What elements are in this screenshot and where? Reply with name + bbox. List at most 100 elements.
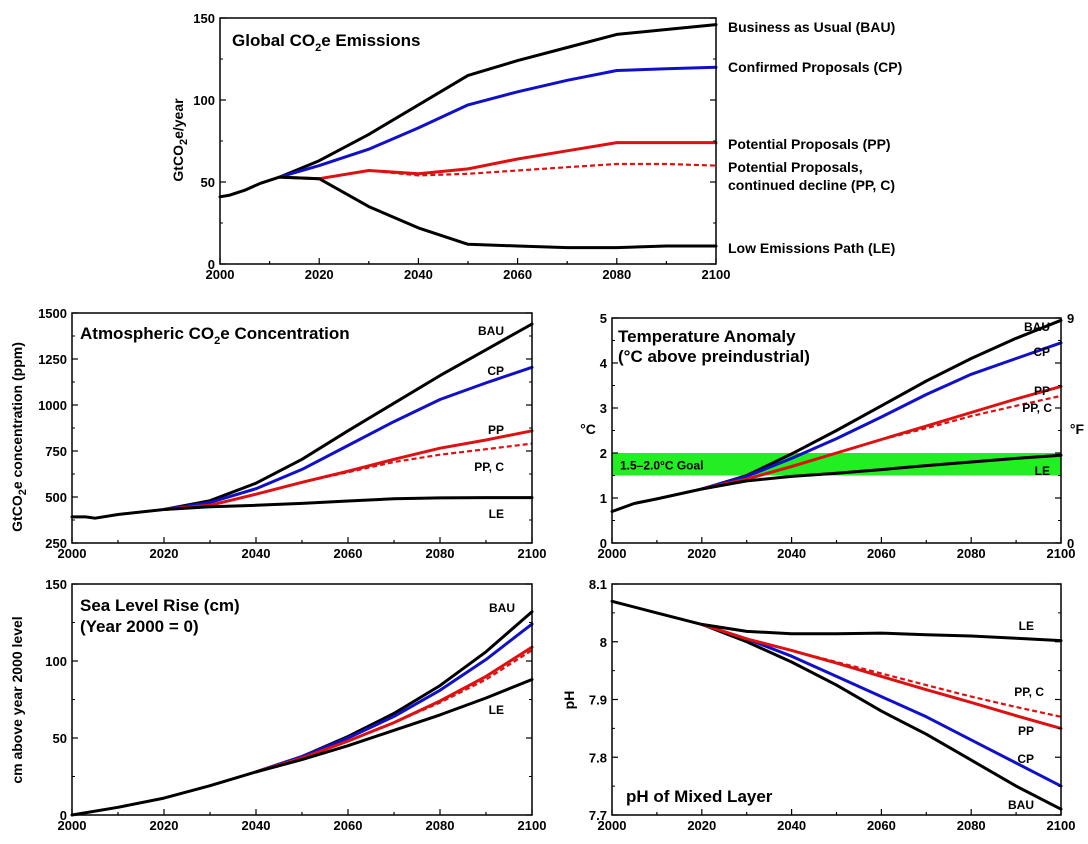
concentration-label-le: LE xyxy=(489,507,504,521)
concentration-title: Atmospheric CO2e Concentration xyxy=(80,324,350,347)
temperature-goal-label: 1.5–2.0°C Goal xyxy=(620,458,704,472)
emissions-series-business-as-usual-bau xyxy=(218,23,718,199)
ph-xtick-label: 2060 xyxy=(867,818,896,833)
concentration-series-bau xyxy=(70,322,534,520)
temperature-title-line1: Temperature Anomaly xyxy=(618,327,796,346)
concentration-xtick-label: 2060 xyxy=(334,546,363,561)
temperature-xtick-label: 2100 xyxy=(1047,546,1076,561)
concentration-xtick-label: 2040 xyxy=(242,546,271,561)
emissions-series-potential-proposals-continued-decline-pp-c xyxy=(319,162,717,180)
temperature-ytick-right-label: 9 xyxy=(1067,311,1074,326)
temperature-ytick-label: 3 xyxy=(600,401,607,416)
concentration-label-bau: BAU xyxy=(478,324,504,338)
sealevel-xtick-label: 2060 xyxy=(334,818,363,833)
concentration-series-cp xyxy=(162,365,534,511)
concentration-label-cp: CP xyxy=(487,364,504,378)
ph-series-bau xyxy=(610,599,1063,811)
temperature-label-le: LE xyxy=(1035,464,1050,478)
temperature-ytick-label: 4 xyxy=(600,356,608,371)
ph-label-pp: PP xyxy=(1018,724,1034,738)
sealevel-title-line1: Sea Level Rise (cm) xyxy=(80,596,240,615)
temperature-xtick-label: 2040 xyxy=(777,546,806,561)
emissions-ytick-label: 50 xyxy=(201,175,215,190)
temperature-series-pp xyxy=(700,384,1063,491)
sealevel-label-le: LE xyxy=(489,703,504,717)
emissions-label-cp: Confirmed Proposals (CP) xyxy=(728,59,902,75)
temperature-xtick-label: 2080 xyxy=(957,546,986,561)
ph-ytick-label: 7.9 xyxy=(589,693,607,708)
emissions-xtick-label: 2100 xyxy=(702,267,731,282)
emissions-label-ppc-line1: Potential Proposals, xyxy=(728,159,863,175)
concentration-ytick-label: 1000 xyxy=(38,398,67,413)
emissions-label-bau: Business as Usual (BAU) xyxy=(728,19,895,35)
panel-emissions: Global CO2e Emissions GtCO2e/year Busine… xyxy=(170,11,902,282)
temperature-goal-band xyxy=(612,453,1061,476)
sealevel-title-line2: (Year 2000 = 0) xyxy=(80,617,199,636)
ph-label-bau: BAU xyxy=(1008,798,1034,812)
temperature-title-line2: (°C above preindustrial) xyxy=(618,347,810,366)
temperature-ylabel: °C xyxy=(580,421,596,437)
temperature-series-bau xyxy=(610,318,1063,513)
panel-ph: pH of Mixed Layer pH LE PP, C PP CP BAU … xyxy=(561,577,1075,833)
temperature-ytick-label: 0 xyxy=(600,536,607,551)
emissions-xtick-label: 2000 xyxy=(206,267,235,282)
concentration-xtick-label: 2080 xyxy=(426,546,455,561)
concentration-ylabel: GtCO2e concentration (ppm) xyxy=(9,342,29,532)
sealevel-series-pp-c xyxy=(347,649,533,743)
emissions-ylabel: GtCO2e/year xyxy=(170,98,190,182)
emissions-xtick-label: 2060 xyxy=(503,267,532,282)
temperature-label-pp: PP xyxy=(1034,384,1050,398)
ph-xtick-label: 2040 xyxy=(777,818,806,833)
panel-sealevel: Sea Level Rise (cm) (Year 2000 = 0) cm a… xyxy=(9,577,546,833)
ph-series-cp xyxy=(700,622,1063,788)
emissions-ytick-label: 150 xyxy=(193,11,215,26)
ph-xtick-label: 2100 xyxy=(1047,818,1076,833)
ph-ytick-label: 7.8 xyxy=(589,750,607,765)
sealevel-ytick-label: 150 xyxy=(45,577,67,592)
concentration-series-pp xyxy=(162,429,534,511)
concentration-ytick-label: 1250 xyxy=(38,352,67,367)
ph-ytick-label: 8 xyxy=(600,635,607,650)
sealevel-ylabel: cm above year 2000 level xyxy=(9,616,25,783)
sealevel-xtick-label: 2040 xyxy=(242,818,271,833)
ph-xtick-label: 2020 xyxy=(687,818,716,833)
temperature-xtick-label: 2000 xyxy=(598,546,627,561)
ph-series-pp-c xyxy=(791,649,1062,718)
sealevel-ytick-label: 0 xyxy=(60,808,67,823)
concentration-series-pp-c xyxy=(301,442,533,484)
concentration-label-pp: PP xyxy=(488,423,504,437)
emissions-xtick-label: 2080 xyxy=(602,267,631,282)
emissions-xtick-label: 2020 xyxy=(305,267,334,282)
emissions-label-le: Low Emissions Path (LE) xyxy=(728,240,895,256)
ph-series-le xyxy=(700,622,1063,643)
concentration-ytick-label: 1500 xyxy=(38,306,67,321)
emissions-title: Global CO2e Emissions xyxy=(232,31,420,54)
temperature-ytick-right-label: 0 xyxy=(1067,536,1074,551)
sealevel-ytick-label: 100 xyxy=(45,654,67,669)
temperature-ytick-label: 5 xyxy=(600,311,607,326)
sealevel-series-le xyxy=(254,678,534,774)
concentration-series-le xyxy=(162,496,534,511)
ph-ylabel: pH xyxy=(561,691,577,710)
concentration-plot-frame xyxy=(71,312,533,544)
temperature-xtick-label: 2020 xyxy=(687,546,716,561)
ph-series-pp xyxy=(700,622,1063,730)
sealevel-label-bau: BAU xyxy=(489,601,515,615)
emissions-xtick-label: 2040 xyxy=(404,267,433,282)
emissions-plot-frame xyxy=(219,17,717,265)
sealevel-xtick-label: 2080 xyxy=(426,818,455,833)
concentration-xtick-label: 2100 xyxy=(518,546,547,561)
ph-label-cp: CP xyxy=(1017,752,1034,766)
concentration-xtick-label: 2000 xyxy=(58,546,87,561)
emissions-ytick-label: 100 xyxy=(193,93,215,108)
panel-temperature: 1.5–2.0°C Goal Temperature Anomaly (°C a… xyxy=(580,311,1084,561)
concentration-xtick-label: 2020 xyxy=(150,546,179,561)
emissions-ytick-label: 0 xyxy=(208,257,215,272)
temperature-series-cp xyxy=(700,341,1063,491)
emissions-series-confirmed-proposals-cp xyxy=(278,65,718,179)
temperature-series-le xyxy=(700,453,1063,491)
temperature-ylabel-right: °F xyxy=(1070,421,1085,437)
temperature-label-bau: BAU xyxy=(1024,320,1050,334)
